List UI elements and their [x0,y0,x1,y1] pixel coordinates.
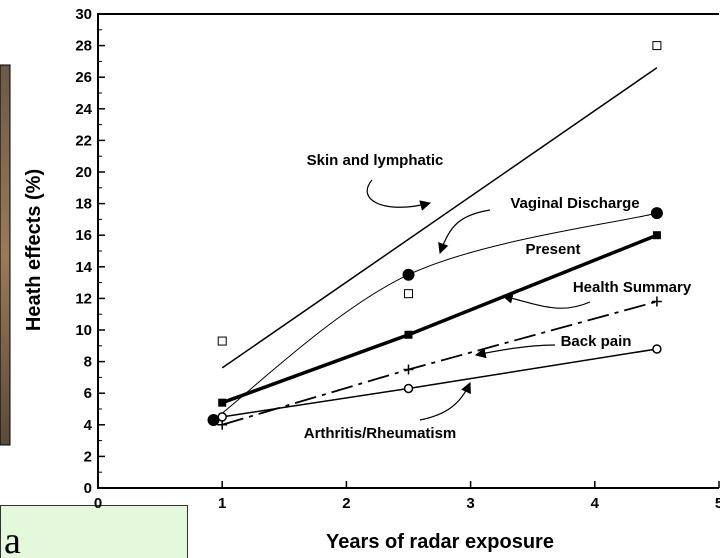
y-tick-label: 16 [75,227,92,244]
pointer-arrow [501,293,591,309]
y-tick-label: 20 [75,164,92,181]
y-tick-label: 2 [84,448,92,465]
marker [403,383,414,394]
marker [217,412,227,422]
y-tick-label: 4 [84,417,93,434]
marker [651,296,662,307]
y-tick-label: 6 [84,385,92,402]
marker [404,330,413,339]
panel-label: a [4,520,21,558]
cropped-photo [0,64,11,446]
x-tick-label: 1 [218,495,226,512]
y-tick-label: 18 [75,196,92,213]
marker [217,336,227,346]
series-label: Health Summary [573,279,692,296]
y-tick-label: 26 [75,69,92,86]
series-line [213,212,658,421]
pointer-arrow [474,344,556,359]
series-label: Vaginal Discharge [510,195,639,212]
y-tick-label: 14 [75,259,92,276]
marker [218,398,227,407]
marker [403,364,414,375]
y-tick-label: 0 [84,480,92,497]
marker [652,344,662,354]
x-axis-title: Years of radar exposure [326,531,554,553]
series-label: Arthritis/Rheumatism [304,425,457,442]
marker [402,268,415,281]
x-tick-label: 4 [591,495,600,512]
y-axis-title: Heath effects (%) [23,169,45,331]
x-tick-label: 3 [466,495,474,512]
series-label: Present [525,241,580,258]
caption-box [0,505,188,558]
pointer-arrow [366,179,432,211]
plot-frame [97,13,719,489]
pointer-arrow [419,382,471,421]
y-tick-label: 10 [75,322,92,339]
x-tick-label: 5 [715,495,720,512]
series-label: Back pain [561,333,632,350]
marker [652,41,662,51]
y-tick-label: 30 [75,6,92,23]
series-line [222,348,658,418]
x-tick-label: 2 [342,495,350,512]
series-label: Skin and lymphatic [307,152,444,169]
y-tick-label: 28 [75,38,92,55]
fit-line [221,67,658,369]
marker [652,231,661,240]
y-tick-label: 8 [84,354,92,371]
marker [650,207,663,220]
x-tick-label: 0 [94,495,102,512]
y-tick-label: 12 [75,290,92,307]
pointer-arrow [438,209,491,255]
marker [207,414,220,427]
marker [404,289,413,299]
y-tick-label: 24 [75,101,92,118]
y-tick-label: 22 [75,132,92,149]
